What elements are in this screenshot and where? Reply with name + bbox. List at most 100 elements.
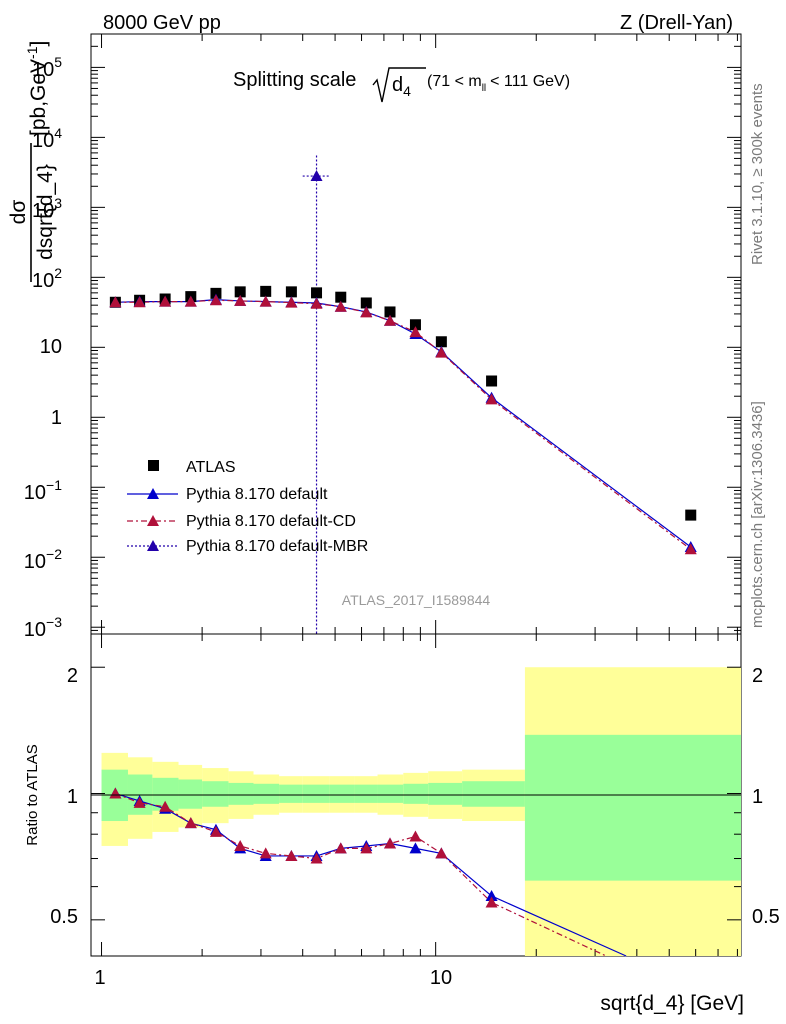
ratio-point-cd (435, 847, 448, 859)
legend-label-atlas: ATLAS (186, 459, 236, 476)
ratio-line-default (115, 792, 627, 957)
ratio-point-cd (310, 852, 323, 864)
data-point-atlas (210, 287, 222, 299)
ratio-point-cd (485, 896, 498, 908)
data-point-cd (360, 306, 373, 318)
ratio-point-cd (159, 800, 172, 812)
ratio-band-inner (329, 784, 355, 803)
ratio-point-default (485, 889, 498, 901)
y-tick-label-1e4: 104 (32, 125, 62, 152)
legend-marker-mbr (147, 540, 159, 551)
data-point-cd (383, 314, 396, 326)
ratio-point-cd (383, 837, 396, 849)
axis-ticks (91, 33, 741, 956)
legend-marker-cd (147, 515, 159, 526)
y-tick-label-1e-1: 10−1 (24, 477, 62, 504)
legend-marker-atlas (148, 460, 159, 471)
data-point-atlas (360, 297, 372, 309)
ratio-band-inner (377, 784, 404, 803)
ratio-point-cd (360, 842, 373, 854)
data-point-cd (209, 294, 222, 306)
data-point-cd (285, 296, 298, 308)
ratio-band-inner (228, 782, 254, 805)
data-point-atlas (685, 509, 697, 521)
data-point-atlas (285, 286, 297, 298)
legend-label-cd: Pythia 8.170 default-CD (186, 513, 356, 530)
ratio-band-inner (202, 781, 229, 807)
ratio-point-cd (133, 796, 146, 808)
data-point-mbr (310, 170, 323, 182)
y-tick-label-1e-2: 10−2 (24, 546, 62, 573)
data-point-atlas (260, 285, 272, 297)
data-point-cd (184, 295, 197, 307)
x-tick-label-1: 1 (94, 967, 105, 989)
ratio-band-inner (279, 784, 303, 803)
legend: ATLAS Pythia 8.170 default Pythia 8.170 … (127, 459, 368, 555)
x-axis-label: sqrt{d_4} [GeV] (600, 992, 744, 1015)
y-axis-denominator: dsqrt{d_4} (34, 164, 57, 260)
ratio-tick-label-2: 2 (67, 665, 78, 687)
y-tick-label-1e-3: 10−3 (24, 614, 62, 641)
data-point-cd (684, 543, 697, 555)
data-point-cd (485, 393, 498, 405)
sqrt-sign (372, 67, 426, 103)
mcplots-label: mcplots.cern.ch [arXiv:1306.3436] (749, 401, 766, 628)
main-series-layer (109, 155, 697, 634)
ratio-point-cd (209, 825, 222, 837)
series-line-default (115, 299, 692, 548)
ratio-band-inner (428, 782, 463, 805)
y-tick-labels-ratio: 2 1 0.5 2 1 0.5 (50, 665, 780, 928)
ratio-tick-label-1: 1 (67, 786, 78, 808)
data-point-atlas (335, 291, 347, 303)
ratio-tick-label-2-right: 2 (752, 665, 763, 687)
data-point-atlas (234, 286, 246, 298)
y-tick-label-1e5: 105 (32, 54, 62, 81)
ratio-line-cd (115, 792, 607, 957)
plot-title-symbol: d4 (392, 74, 411, 99)
data-point-cd (259, 295, 272, 307)
y-axis-numerator: dσ (7, 200, 30, 225)
data-point-cd (334, 300, 347, 312)
ratio-band-inner (462, 781, 525, 807)
data-point-cd (310, 297, 323, 309)
y-tick-label-10: 10 (40, 336, 62, 358)
ratio-band-inner (403, 783, 429, 804)
data-point-atlas (435, 336, 447, 348)
plot-title-main: Splitting scale (233, 69, 356, 91)
x-tick-label-10: 10 (430, 967, 452, 989)
ratio-point-default (409, 842, 422, 854)
data-point-atlas (486, 375, 498, 387)
plot-title-cut: (71 < mll < 111 GeV) (427, 73, 570, 94)
data-point-atlas (311, 287, 323, 299)
legend-marker-default (147, 488, 159, 499)
data-point-cd (159, 295, 172, 307)
data-point-cd (109, 296, 122, 308)
legend-label-default: Pythia 8.170 default (186, 486, 328, 503)
analysis-id: ATLAS_2017_I1589844 (342, 592, 491, 608)
ratio-uncertainty-bands (101, 667, 741, 956)
process-label: Z (Drell-Yan) (620, 12, 733, 34)
data-point-cd (435, 346, 448, 358)
ratio-tick-label-0-5: 0.5 (50, 906, 78, 928)
data-point-atlas (384, 306, 396, 318)
ratio-band-inner (302, 784, 330, 803)
y-tick-label-1e2: 102 (32, 265, 62, 292)
legend-label-mbr: Pythia 8.170 default-MBR (186, 538, 368, 555)
y-tick-labels-main: 105 104 103 102 10 1 10−1 10−2 10−3 (24, 54, 62, 641)
data-point-atlas (409, 319, 421, 331)
ratio-tick-label-0-5-right: 0.5 (752, 906, 780, 928)
ratio-point-cd (285, 849, 298, 861)
series-line-cd (115, 299, 692, 550)
plot-title: Splitting scale d4 (71 < mll < 111 GeV) (233, 67, 570, 103)
y-tick-label-1: 1 (51, 407, 62, 429)
ratio-band-inner (524, 734, 741, 881)
ratio-series-layer (109, 787, 627, 957)
data-point-cd (234, 294, 247, 306)
ratio-point-cd (259, 847, 272, 859)
ratio-point-cd (234, 839, 247, 851)
ratio-point-cd (184, 817, 197, 829)
data-point-cd (133, 296, 146, 308)
energy-label: 8000 GeV pp (103, 12, 221, 34)
ratio-band-inner (354, 784, 378, 803)
